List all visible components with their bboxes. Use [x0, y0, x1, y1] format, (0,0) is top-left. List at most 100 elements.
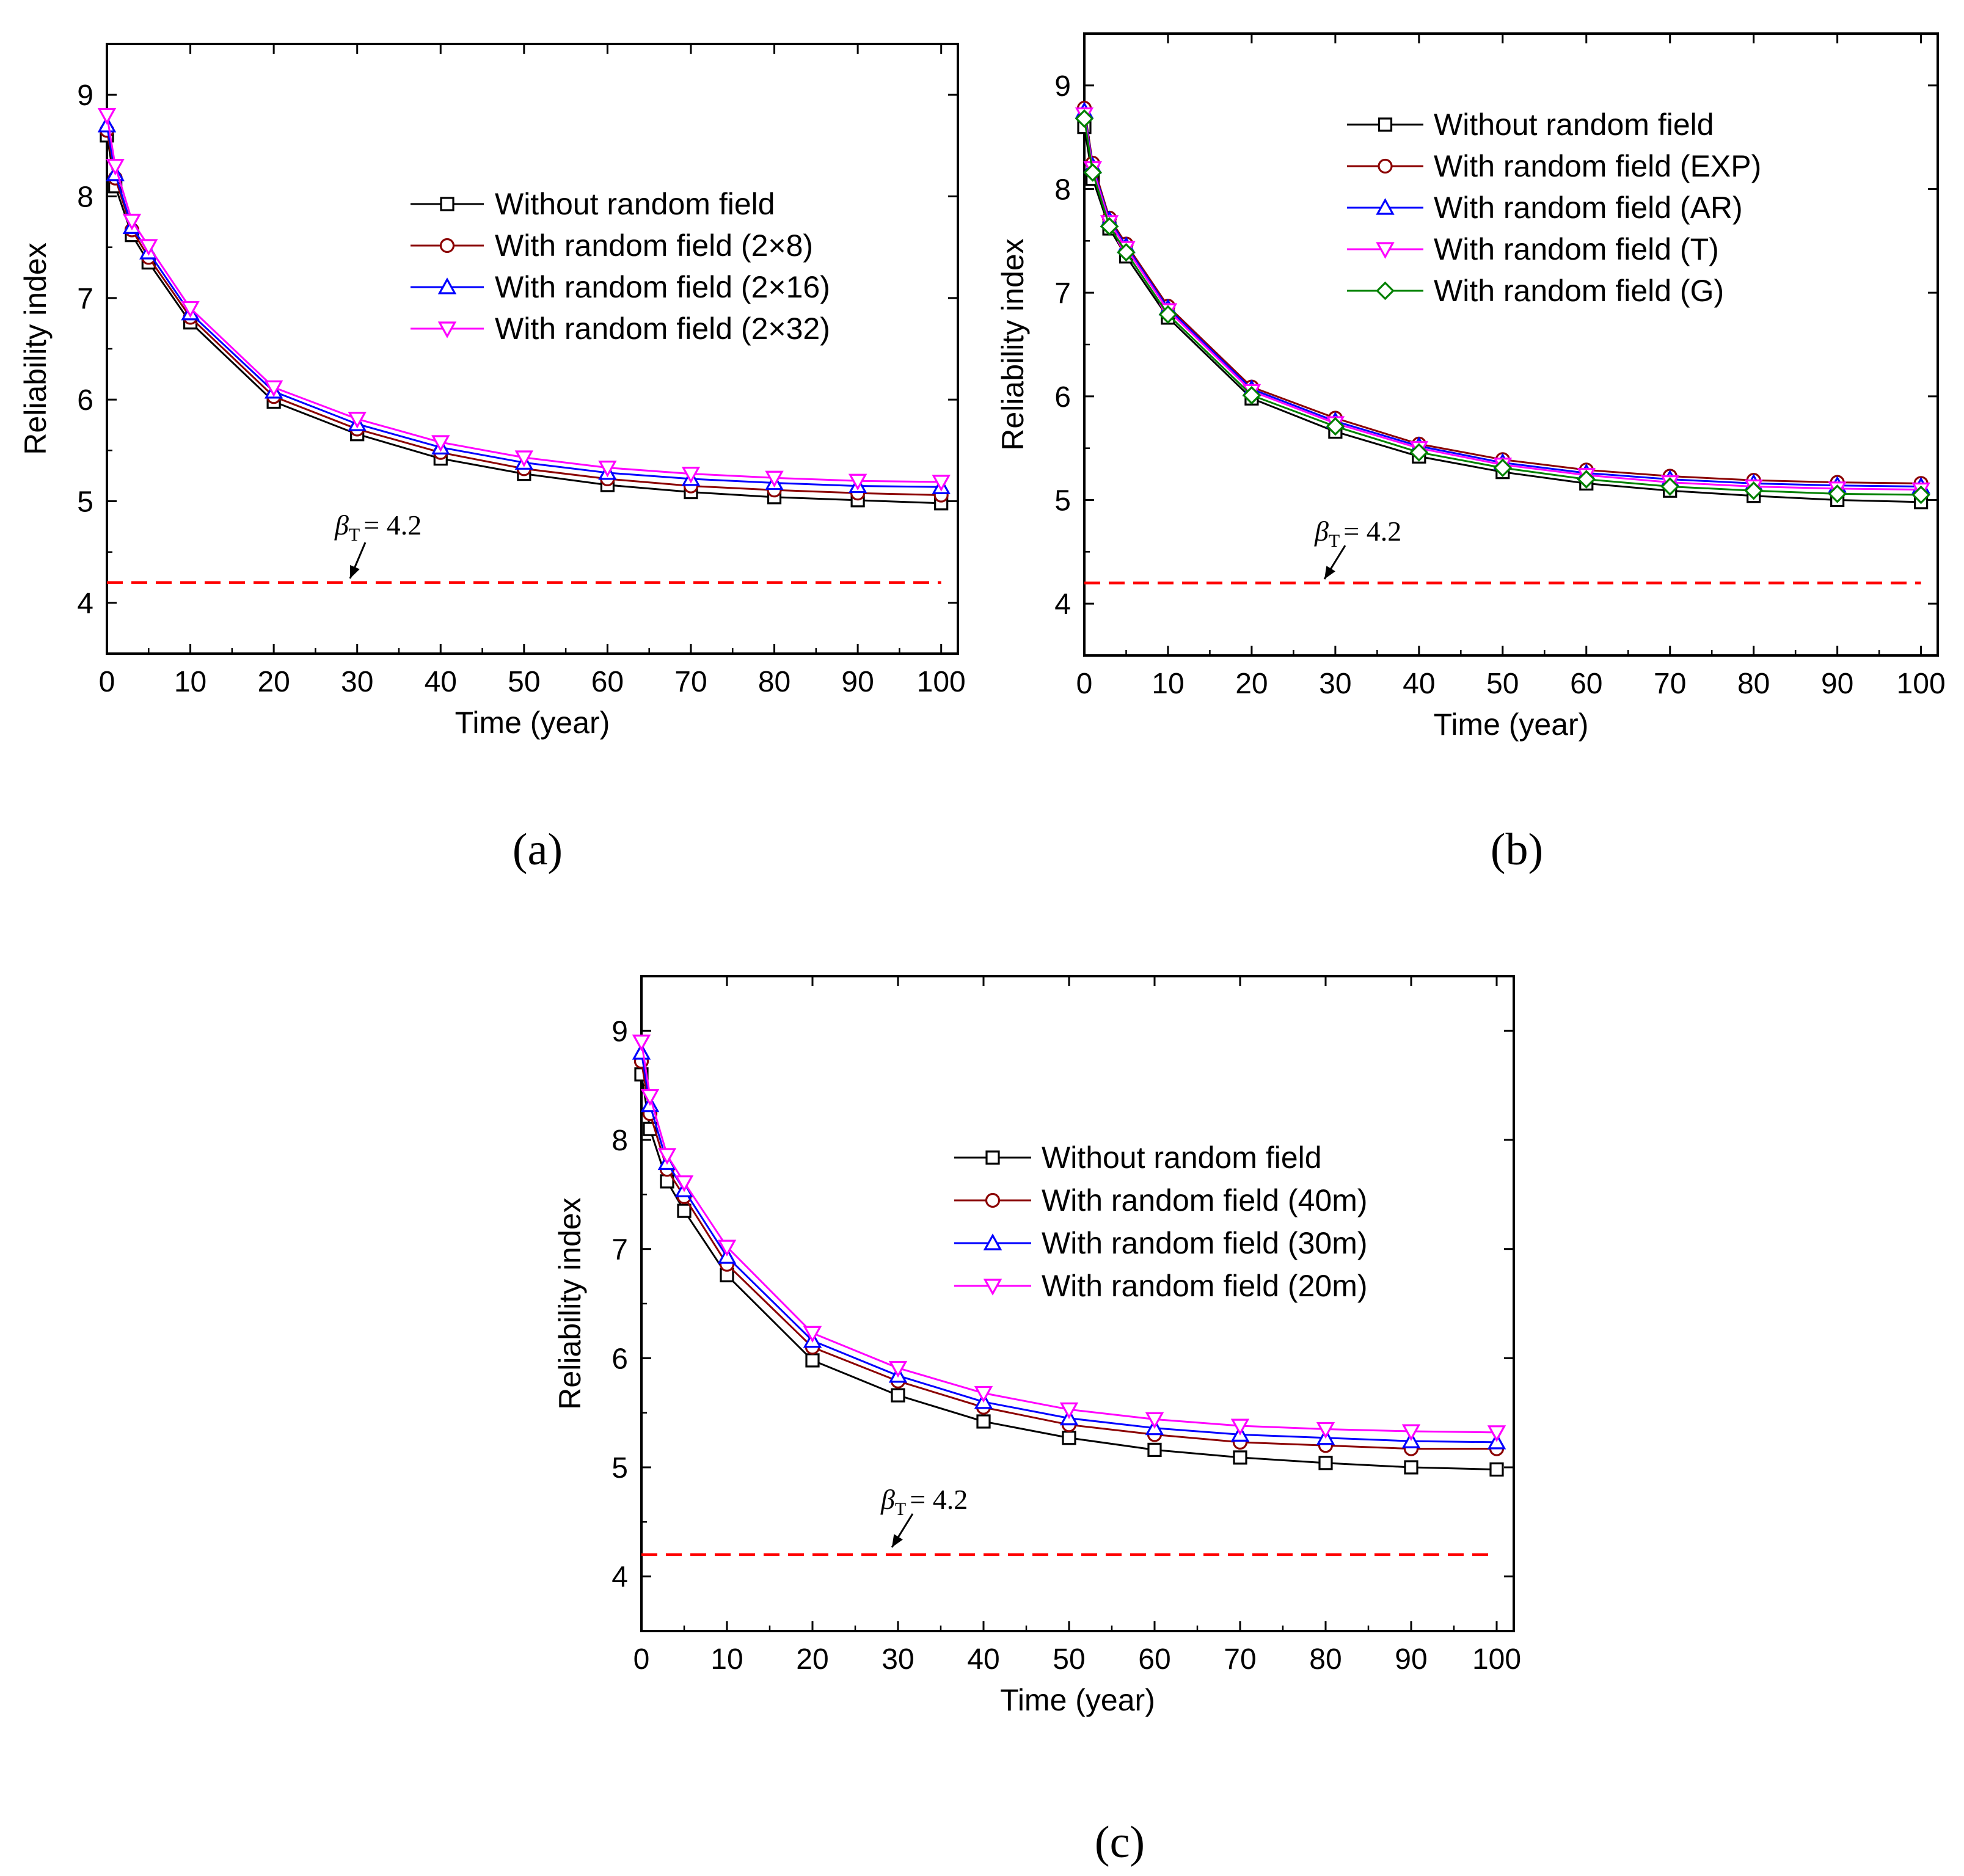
data-point — [1100, 217, 1119, 236]
data-point — [717, 1239, 737, 1257]
threshold-arrow-head — [350, 565, 360, 578]
legend-label: With random field (2×8) — [495, 228, 813, 263]
x-tick-label: 100 — [917, 666, 966, 698]
threshold-label: βT = 4.2 — [1314, 516, 1401, 551]
legend-label: With random field (2×16) — [495, 270, 830, 304]
data-point — [1404, 1460, 1418, 1475]
threshold-value: = 4.2 — [1343, 516, 1401, 547]
threshold-label: βT = 4.2 — [334, 509, 422, 545]
legend: Without random field With random field (4… — [954, 1141, 1368, 1303]
data-point — [1230, 1418, 1250, 1436]
data-point — [976, 1414, 991, 1429]
threshold-symbol: β — [880, 1484, 895, 1515]
data-point — [640, 1089, 660, 1106]
chart-b: 0 10 20 30 40 50 60 70 80 90 100 4 5 6 7 8 9 Time (year) R… — [996, 32, 1946, 742]
threshold-arrow-head — [1324, 566, 1335, 579]
legend-marker — [983, 1279, 1002, 1296]
x-tick-label: 10 — [1152, 668, 1184, 700]
data-point — [1318, 1456, 1333, 1470]
threshold-label: βT = 4.2 — [880, 1484, 968, 1519]
legend-marker — [985, 1192, 1001, 1208]
threshold-symbol: β — [334, 509, 349, 541]
panel-label-c: (c) — [1095, 1817, 1145, 1867]
x-tick-label: 10 — [174, 666, 206, 698]
legend-label: With random field (EXP) — [1434, 149, 1761, 183]
legend-label: Without random field — [495, 187, 775, 221]
y-tick-label: 9 — [77, 79, 93, 112]
x-tick-label: 20 — [1235, 668, 1268, 700]
legend-marker — [437, 321, 457, 338]
legend-marker — [985, 1150, 1000, 1165]
data-point — [1911, 485, 1930, 505]
data-point — [1117, 243, 1136, 262]
data-point — [1828, 484, 1847, 503]
data-point — [1487, 1425, 1506, 1442]
series-3 — [97, 115, 951, 494]
legend-marker — [1376, 242, 1395, 259]
legend-label: Without random field — [1042, 1141, 1322, 1175]
y-tick-label: 6 — [77, 384, 93, 417]
legend-label: With random field (30m) — [1042, 1226, 1368, 1260]
legend-marker — [1378, 117, 1393, 132]
data-point — [974, 1385, 993, 1403]
y-tick-label: 5 — [1054, 485, 1071, 517]
x-tick-label: 50 — [508, 666, 540, 698]
data-point — [674, 1175, 694, 1192]
legend-label: With random field (G) — [1434, 274, 1724, 308]
x-tick-label: 0 — [633, 1643, 650, 1676]
data-point — [1233, 1450, 1247, 1465]
y-tick-label: 9 — [611, 1015, 628, 1048]
x-tick-label: 100 — [1472, 1643, 1521, 1676]
x-tick-label: 20 — [257, 666, 290, 698]
legend-label: Without random field — [1434, 108, 1714, 142]
y-axis-title: Reliability index — [18, 243, 53, 454]
threshold-value: = 4.2 — [363, 509, 422, 541]
data-point — [1145, 1412, 1164, 1429]
legend-label: With random field (40m) — [1042, 1183, 1368, 1217]
x-tick-label: 30 — [1319, 668, 1351, 700]
threshold-value: = 4.2 — [910, 1484, 968, 1515]
x-tick-label: 70 — [1224, 1643, 1256, 1676]
y-tick-label: 4 — [77, 588, 93, 620]
legend-marker — [437, 277, 457, 294]
x-tick-label: 60 — [1570, 668, 1602, 700]
x-tick-label: 50 — [1053, 1643, 1085, 1676]
legend: Without random field With random field (E… — [1347, 108, 1761, 308]
legend-marker — [439, 238, 455, 254]
x-tick-label: 90 — [1821, 668, 1853, 700]
x-tick-label: 100 — [1897, 668, 1946, 700]
series-4 — [97, 108, 951, 492]
data-point — [1660, 477, 1679, 496]
data-point — [805, 1353, 820, 1368]
legend-marker — [983, 1233, 1002, 1250]
data-point — [1242, 385, 1261, 405]
legend-label: With random field (T) — [1434, 232, 1719, 266]
data-point — [1326, 417, 1345, 436]
data-point — [514, 450, 534, 467]
x-tick-label: 60 — [591, 666, 624, 698]
panel-label-a: (a) — [513, 825, 563, 875]
x-tick-label: 40 — [1403, 668, 1435, 700]
y-tick-label: 7 — [77, 283, 93, 315]
data-point — [1147, 1442, 1162, 1458]
series-line — [106, 125, 941, 488]
threshold-subscript: T — [1329, 531, 1340, 551]
x-tick-label: 70 — [1654, 668, 1686, 700]
y-tick-label: 8 — [611, 1125, 628, 1157]
threshold-subscript: T — [895, 1499, 906, 1519]
x-axis-title: Time (year) — [455, 706, 610, 740]
legend-marker — [1376, 198, 1395, 215]
data-point — [181, 301, 200, 318]
data-point — [657, 1148, 677, 1165]
data-point — [1744, 481, 1763, 500]
y-tick-label: 7 — [611, 1234, 628, 1266]
x-axis-title: Time (year) — [1000, 1683, 1155, 1717]
data-point — [264, 380, 283, 398]
legend-marker — [440, 197, 454, 211]
x-tick-label: 80 — [1309, 1643, 1342, 1676]
data-point — [677, 1203, 692, 1218]
data-point — [891, 1388, 905, 1403]
data-point — [888, 1360, 908, 1378]
series-1 — [634, 1067, 1504, 1477]
